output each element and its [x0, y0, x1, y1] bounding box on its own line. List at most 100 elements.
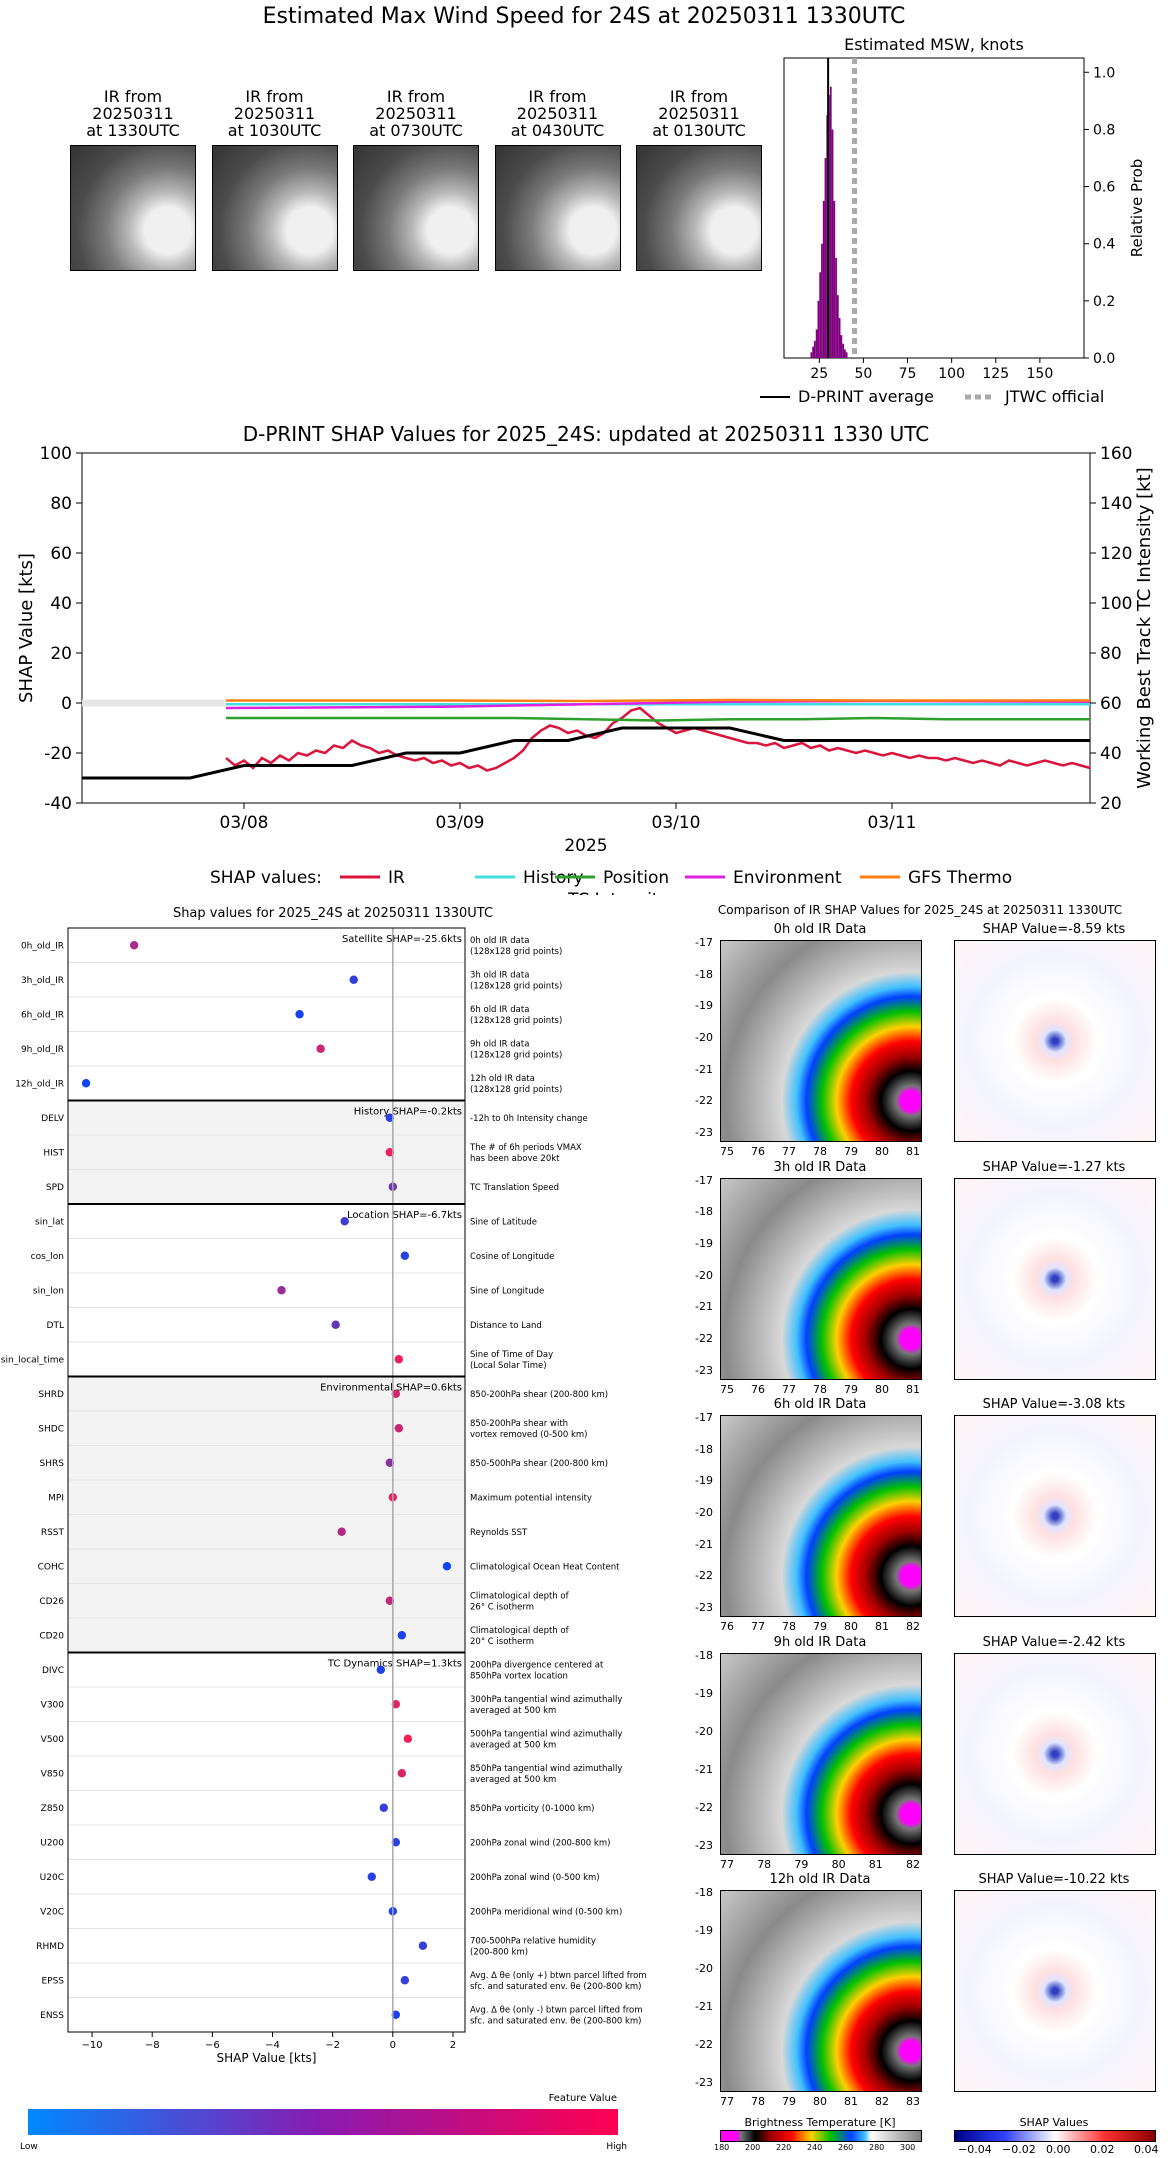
x-tick-label: 125 — [982, 366, 1009, 382]
feature-point — [331, 1320, 340, 1329]
shap-panel-title: SHAP Value=-1.27 kts — [982, 1159, 1126, 1175]
ir-x-tick-label: 78 — [813, 1382, 827, 1396]
y-right-axis-label: Working Best Track TC Intensity [kt] — [1134, 467, 1155, 788]
feature-description: 850-200hPa shear (200-800 km) — [470, 1390, 608, 1400]
ir-panel-image — [720, 1177, 922, 1380]
ir-y-tick-label: -20 — [695, 1962, 713, 1975]
histogram-bar — [822, 200, 825, 358]
ir-panel-title: 9h old IR Data — [773, 1634, 867, 1650]
feature-description: 850hPa tangential wind azimuthally — [470, 1764, 622, 1774]
y-tick-label: 1.0 — [1093, 65, 1115, 81]
ir-y-tick-label: -17 — [695, 1411, 713, 1424]
ir-panel-title: 0h old IR Data — [773, 922, 867, 937]
y-tick-label: 0.6 — [1093, 180, 1115, 196]
ir-x-tick-label: 80 — [875, 1382, 889, 1396]
legend-label: IR — [388, 868, 405, 888]
ir-y-tick-label: -23 — [695, 1126, 713, 1139]
legend-label: GFS Thermo — [908, 868, 1012, 888]
shap-panel-image — [954, 1415, 1156, 1617]
bt-colorbar-tick: 180 — [714, 2143, 730, 2152]
ir-x-tick-label: 78 — [757, 1857, 772, 1871]
ir-x-tick-label: 77 — [720, 1857, 734, 1871]
feature-name: ENSS — [40, 2011, 64, 2021]
feature-name: 12h_old_IR — [15, 1079, 64, 1089]
x-tick-label: 03/10 — [652, 813, 701, 833]
feature-description: (128x128 grid points) — [470, 981, 562, 991]
ir-panel-title: 3h old IR Data — [773, 1159, 867, 1175]
colorbar-title: Feature Value — [549, 2093, 617, 2104]
ir-y-tick-label: -19 — [695, 1236, 713, 1250]
x-tick-label: 75 — [899, 366, 917, 382]
feature-name: U20C — [40, 1873, 64, 1883]
histogram-bar — [824, 158, 827, 358]
thumbnail-label: IR from 20250311 at 1030UTC — [227, 87, 322, 140]
feature-description: 200hPa zonal wind (200-800 km) — [470, 1838, 610, 1848]
ir-y-tick-label: -21 — [695, 1300, 713, 1314]
shap-colorbar-tick: 0.04 — [1134, 2143, 1159, 2156]
ir-x-tick-label: 80 — [813, 2095, 827, 2108]
timeseries-title: D-PRINT SHAP Values for 2025_24S: update… — [243, 422, 930, 446]
bt-colorbar-tick: 300 — [900, 2143, 916, 2152]
shap-colorbar-tick: 0.00 — [1046, 2143, 1071, 2156]
series-line-gfs-thermo — [226, 698, 1090, 703]
ir-y-tick-label: -21 — [695, 1537, 713, 1551]
feature-name: DELV — [41, 1114, 65, 1124]
ir-y-tick-label: -23 — [695, 2076, 713, 2089]
bt-colorbar-tick: 220 — [776, 2143, 792, 2152]
shap-timeseries: D-PRINT SHAP Values for 2025_24S: update… — [16, 422, 1155, 895]
ir-x-tick-label: 75 — [720, 1382, 734, 1396]
shap-panel-title: SHAP Value=-10.22 kts — [978, 1872, 1130, 1887]
ir-x-tick-label: 82 — [875, 2095, 889, 2108]
feature-point — [385, 1113, 395, 1122]
legend-label: Position — [603, 868, 669, 888]
histogram-bar — [831, 129, 834, 358]
histogram-bar — [842, 343, 844, 358]
feature-point — [295, 1010, 304, 1019]
feature-point — [379, 1803, 388, 1812]
feature-description: Reynolds SST — [470, 1528, 528, 1538]
y-axis-label: Relative Prob — [1128, 159, 1146, 258]
colorbar-high-label: High — [606, 2142, 627, 2152]
legend-title: SHAP values: — [210, 868, 322, 888]
ir-panel-image — [720, 1652, 922, 1855]
ir-y-tick-label: -18 — [695, 1205, 713, 1219]
group-shading — [68, 1100, 465, 1204]
feature-point — [391, 2010, 401, 2019]
ir-x-tick-label: 81 — [844, 2095, 858, 2108]
x-tick-label: −4 — [265, 2040, 280, 2051]
ir-y-tick-label: -23 — [695, 1838, 713, 1852]
ir-y-tick-label: -22 — [695, 1569, 713, 1583]
shap-colorbar-tick: −0.02 — [1002, 2143, 1036, 2156]
feature-description: Climatological Ocean Heat Content — [470, 1562, 620, 1572]
y-tick-label: 0.8 — [1093, 122, 1115, 138]
x-tick-label: −6 — [205, 2040, 220, 2051]
feature-description: (200-800 km) — [470, 1947, 528, 1957]
ir-y-tick-label: -18 — [695, 1886, 713, 1899]
feature-description: (128x128 grid points) — [470, 1016, 562, 1026]
y-tick-label: -40 — [44, 794, 72, 814]
feature-name: DTL — [47, 1321, 64, 1331]
feature-description: averaged at 500 km — [470, 1740, 556, 1750]
feature-point — [391, 1389, 401, 1398]
ir-x-tick-label: 79 — [844, 1382, 858, 1396]
feature-description: 6h old IR data — [470, 1005, 529, 1015]
feature-name: V850 — [41, 1769, 65, 1779]
ir-x-tick-label: 77 — [720, 2095, 734, 2108]
feature-description: Sine of Time of Day — [470, 1350, 553, 1360]
x-tick-label: 150 — [1027, 366, 1054, 382]
ir-y-tick-label: -17 — [695, 936, 713, 949]
feature-description: sfc. and saturated env. θe (200-800 km) — [470, 1982, 642, 1992]
feature-name: 0h_old_IR — [21, 941, 64, 951]
feature-description: TC Translation Speed — [469, 1183, 559, 1193]
feature-point — [81, 1079, 91, 1088]
shap-colorbar-tick: 0.02 — [1090, 2143, 1115, 2156]
feature-point — [316, 1044, 325, 1053]
ir-y-tick-label: -21 — [695, 2000, 713, 2013]
series-line-ir — [225, 706, 1091, 772]
histogram-bar — [814, 340, 816, 358]
legend-label-dprint: D-PRINT average — [798, 387, 934, 406]
feature-description: Maximum potential intensity — [470, 1493, 592, 1503]
feature-description: (128x128 grid points) — [470, 1085, 562, 1095]
feature-description: The # of 6h periods VMAX — [469, 1143, 582, 1153]
feature-point — [418, 1941, 428, 1950]
